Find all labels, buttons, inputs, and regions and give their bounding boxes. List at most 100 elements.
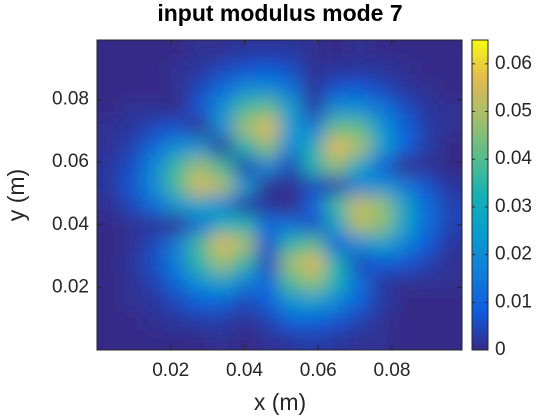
heatmap-cell [393,155,418,177]
heatmap-cell [210,291,235,312]
heatmap-cell [370,58,395,80]
heatmap-cell [301,175,326,196]
heatmap-cell [347,233,372,254]
heatmap-cell [438,213,462,235]
heatmap-cell [370,155,395,177]
x-tick-label: 0.02 [152,360,189,381]
heatmap-cell [97,97,121,118]
heatmap-cell [324,40,349,60]
heatmap-cell [233,58,258,80]
heatmap-cell [347,136,372,157]
heatmap-cell [347,330,372,350]
heatmap-cell [165,194,189,215]
heatmap-cell [393,233,418,254]
heatmap-cell [142,116,167,138]
heatmap-cell [233,97,258,118]
heatmap-cell [347,155,372,177]
heatmap-cell [347,310,372,332]
heatmap-cell [415,175,440,196]
heatmap-cell [324,233,349,254]
heatmap-cell [256,213,280,235]
heatmap-cell [301,194,326,215]
heatmap-cell [256,252,280,274]
heatmap-cell [233,116,258,138]
colorbar-tick-label: 0.02 [495,244,532,265]
heatmap-cell [279,97,303,118]
heatmap-cell [187,310,212,332]
colorbar-tick-label: 0 [495,339,506,360]
heatmap-cell [324,330,349,350]
heatmap-cell [165,310,189,332]
heatmap-cell [210,194,235,215]
heatmap-cell [438,58,462,80]
heatmap-cell [301,291,326,312]
chart-title: input modulus mode 7 [157,0,402,26]
heatmap-cell [256,310,280,332]
heatmap-cell [301,155,326,177]
heatmap-cell [119,252,144,274]
heatmap-cell [415,78,440,99]
heatmap-cell [256,271,280,293]
heatmap-cell [324,291,349,312]
plot-frame [96,39,463,351]
heatmap-cell [393,291,418,312]
heatmap-cell [97,194,121,215]
heatmap-cell [97,78,121,99]
heatmap-cell [370,194,395,215]
heatmap-cell [142,136,167,157]
heatmap-cell [438,155,462,177]
heatmap-cell [97,233,121,254]
heatmap-cell [256,291,280,312]
heatmap-cell [438,97,462,118]
heatmap-cell [438,194,462,215]
heatmap-cell [415,58,440,80]
heatmap-cell [393,116,418,138]
y-tick-label: 0.04 [52,214,89,235]
heatmap-cell [279,213,303,235]
y-tick-label: 0.06 [52,151,89,172]
axes-overlay: 0.02 0.04 0.06 0.08 0.02 0.04 0.06 0.08 0 0.01 0.0… [52,39,532,381]
heatmap-cell [301,252,326,274]
heatmap-cell [324,116,349,138]
heatmap-cell [119,40,144,60]
heatmap-cell [301,271,326,293]
heatmap-cell [187,194,212,215]
heatmap-cell [210,330,235,350]
heatmap-cell [347,58,372,80]
heatmap-cell [393,136,418,157]
heatmap-cell [301,136,326,157]
heatmap-cell [370,233,395,254]
heatmap-cell [301,97,326,118]
heatmap-cell [347,78,372,99]
heatmap-cell [324,58,349,80]
heatmap-cell [347,252,372,274]
heatmap-cell [165,78,189,99]
heatmap-cell [370,136,395,157]
heatmap-cell [187,40,212,60]
heatmap-cell [301,116,326,138]
heatmap-cell [393,330,418,350]
heatmap-cell [324,136,349,157]
heatmap-cell [165,175,189,196]
heatmap-cell [119,291,144,312]
heatmap-cell [415,97,440,118]
heatmap-cell [256,58,280,80]
heatmap-cell [438,291,462,312]
heatmap-cell [187,58,212,80]
heatmap-cell [165,271,189,293]
heatmap-cell [97,291,121,312]
heatmap-cell [97,175,121,196]
heatmap-cell [438,40,462,60]
heatmap-cell [119,136,144,157]
heatmap-cell [438,175,462,196]
heatmap-cell [438,136,462,157]
heatmap-cell [279,271,303,293]
heatmap-cell [324,310,349,332]
heatmap-cell [210,116,235,138]
heatmap-cell [256,175,280,196]
heatmap-cell [142,40,167,60]
heatmap-cell [210,310,235,332]
heatmap-cell [279,233,303,254]
heatmap-cell [119,97,144,118]
heatmap-cell [415,291,440,312]
